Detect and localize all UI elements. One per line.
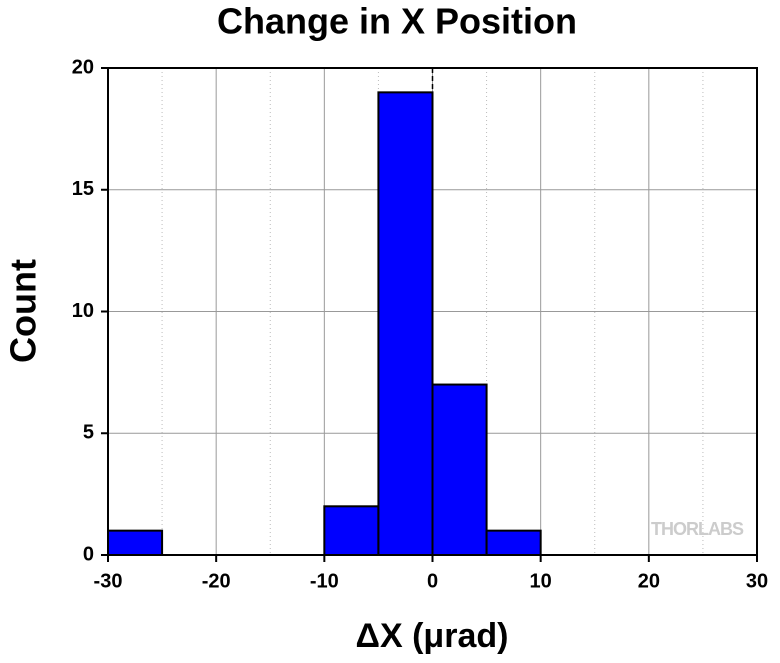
bar	[431, 383, 488, 556]
y-axis-label: Count	[3, 259, 44, 363]
x-tick-label: -10	[310, 570, 339, 592]
watermark: THORLABS	[651, 519, 744, 539]
x-axis-label: ΔX (μrad)	[356, 617, 509, 655]
x-tick-label: 30	[746, 570, 768, 592]
bar	[485, 529, 542, 557]
y-tick-label: 5	[83, 422, 94, 444]
x-tick-label: 20	[638, 570, 660, 592]
bar	[107, 529, 164, 557]
x-tick-label: -30	[94, 570, 123, 592]
chart-title: Change in X Position	[217, 1, 577, 42]
x-tick-label: 10	[530, 570, 552, 592]
y-tick-label: 20	[72, 56, 94, 78]
y-tick-label: 10	[72, 300, 94, 322]
y-tick-label: 15	[72, 178, 94, 200]
y-tick-label: 0	[83, 543, 94, 565]
plot-frame	[107, 67, 758, 556]
x-tick-label: 0	[427, 570, 438, 592]
bar	[377, 91, 434, 556]
bar	[323, 505, 380, 556]
x-tick-label: -20	[202, 570, 231, 592]
